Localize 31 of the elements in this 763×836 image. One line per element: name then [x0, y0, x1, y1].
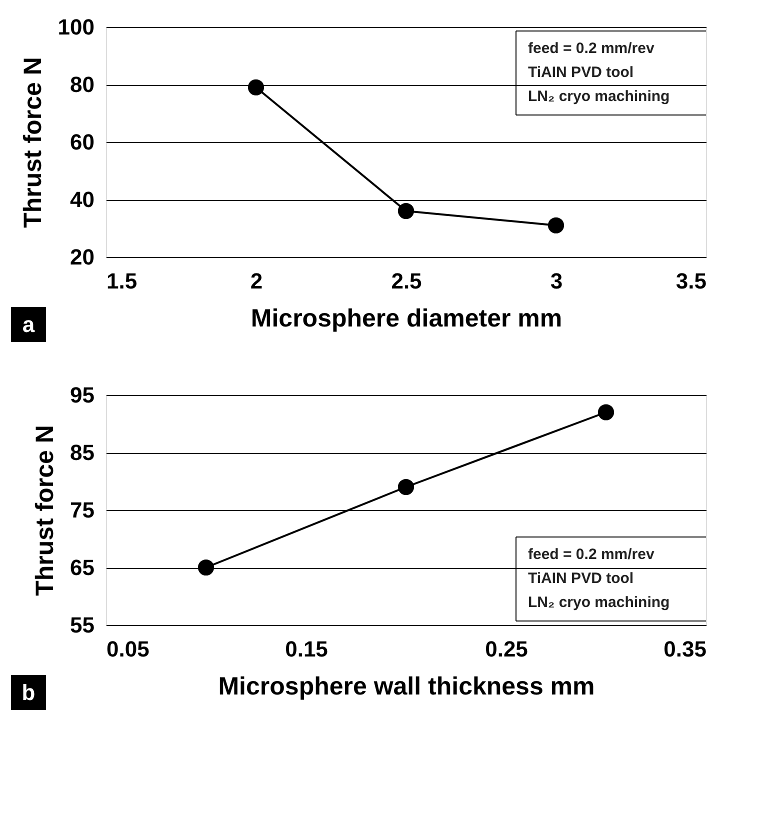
x-tick-label: 0.15 [285, 636, 328, 662]
x-tick-label: 2 [250, 268, 263, 294]
y-tick-label: 60 [70, 130, 94, 154]
y-tick-label: 95 [70, 382, 94, 408]
y-axis-title: Thrust force N [18, 57, 47, 228]
annotation: TiAIN PVD tool [528, 64, 634, 81]
y-tick-label: 20 [70, 244, 94, 270]
x-tick-label: 0.35 [664, 636, 706, 662]
x-tick-label: 1.5 [106, 268, 138, 294]
x-axis-title: Microsphere wall thickness mm [218, 672, 595, 700]
annotation: LN₂ cryo machining [528, 88, 670, 105]
annotation: LN₂ cryo machining [528, 594, 670, 611]
y-tick-label: 80 [70, 72, 94, 97]
x-axis-title: Microsphere diameter mm [250, 304, 562, 332]
x-tick-label: 3 [550, 268, 563, 294]
y-tick-label: 85 [70, 440, 94, 465]
y-axis-title: Thrust force N [31, 425, 60, 596]
text: b [22, 680, 36, 705]
annotation: feed = 0.2 mm/rev [528, 40, 655, 57]
y-tick-label: 55 [70, 612, 94, 638]
y-tick-label: 65 [70, 555, 94, 580]
y-tick-label: 100 [58, 14, 94, 40]
annotation: feed = 0.2 mm/rev [528, 546, 655, 563]
x-tick-label: 3.5 [676, 268, 706, 294]
annotation: TiAIN PVD tool [528, 570, 634, 587]
y-tick-label: 75 [70, 498, 94, 522]
x-tick-label: 0.25 [485, 636, 528, 662]
x-tick-label: 2.5 [391, 268, 422, 294]
text: a [22, 312, 36, 337]
x-tick-label: 0.05 [106, 636, 150, 662]
y-tick-label: 40 [70, 187, 94, 212]
